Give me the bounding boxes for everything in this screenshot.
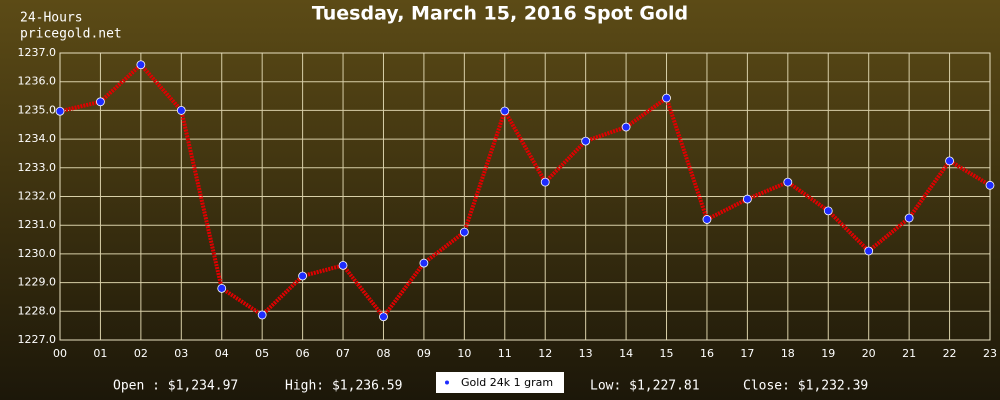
y-tick-label: 1230.0 bbox=[18, 247, 57, 260]
plot bbox=[55, 60, 995, 322]
x-tick-label: 21 bbox=[902, 347, 916, 360]
x-tick-label: 10 bbox=[457, 347, 471, 360]
x-tick-label: 06 bbox=[296, 347, 310, 360]
x-tick-label: 03 bbox=[174, 347, 188, 360]
annotation: Open : $1,234.97 bbox=[113, 379, 238, 394]
point bbox=[823, 206, 833, 216]
y-tick-label: 1231.0 bbox=[18, 218, 57, 231]
point bbox=[581, 136, 591, 146]
point bbox=[298, 271, 308, 281]
point bbox=[864, 246, 874, 256]
x-tick-label: 15 bbox=[660, 347, 674, 360]
point bbox=[621, 122, 631, 132]
point bbox=[379, 312, 388, 322]
line bbox=[59, 61, 992, 321]
grid bbox=[59, 52, 991, 341]
y-tick-label: 1228.0 bbox=[18, 304, 57, 317]
point bbox=[459, 227, 469, 237]
x-tick-label: 13 bbox=[579, 347, 593, 360]
point bbox=[96, 97, 105, 107]
point bbox=[783, 177, 793, 187]
x-tick-label: 12 bbox=[538, 347, 552, 360]
x-tick-label: 08 bbox=[376, 347, 390, 360]
y-tick-label: 1229.0 bbox=[18, 276, 57, 289]
annotation: Close: $1,232.39 bbox=[743, 379, 868, 394]
x-tick-label: 18 bbox=[781, 347, 795, 360]
plot-border bbox=[59, 52, 991, 341]
x-tick-label: 14 bbox=[619, 347, 633, 360]
point bbox=[419, 258, 429, 268]
point bbox=[55, 106, 65, 116]
point bbox=[540, 177, 550, 187]
point bbox=[985, 180, 995, 190]
chart-title: Tuesday, March 15, 2016 Spot Gold bbox=[312, 3, 688, 25]
x-tick-label: 02 bbox=[134, 347, 148, 360]
x-tick-label: 01 bbox=[93, 347, 107, 360]
x-tick-label: 00 bbox=[53, 347, 67, 360]
point bbox=[904, 213, 914, 223]
x-tick-label: 19 bbox=[821, 347, 835, 360]
y-tick-label: 1234.0 bbox=[18, 132, 57, 145]
subtitle: 24-Hours bbox=[20, 11, 83, 26]
x-tick-label: 05 bbox=[255, 347, 269, 360]
point bbox=[136, 60, 146, 70]
legend-box bbox=[436, 372, 564, 393]
legend-label: Gold 24k 1 gram bbox=[461, 376, 553, 389]
point bbox=[217, 283, 227, 293]
annotation: High: $1,236.59 bbox=[285, 379, 402, 394]
x-tick-label: 17 bbox=[740, 347, 754, 360]
x-tick-label: 04 bbox=[215, 347, 229, 360]
point bbox=[945, 156, 954, 166]
x-tick-label: 16 bbox=[700, 347, 714, 360]
y-tick-label: 1227.0 bbox=[18, 333, 57, 346]
y-tick-label: 1235.0 bbox=[18, 103, 57, 116]
annotation: Low: $1,227.81 bbox=[590, 379, 700, 394]
point bbox=[176, 106, 186, 115]
point bbox=[500, 106, 510, 116]
legend: Gold 24k 1 gram bbox=[436, 372, 564, 393]
point bbox=[662, 93, 671, 103]
point bbox=[742, 194, 752, 204]
x-tick-label: 07 bbox=[336, 347, 350, 360]
y-tick-label: 1236.0 bbox=[18, 75, 57, 88]
legend-marker bbox=[445, 380, 449, 385]
x-tick-label: 23 bbox=[983, 347, 997, 360]
x-tick-label: 20 bbox=[862, 347, 876, 360]
point bbox=[338, 260, 348, 270]
point bbox=[702, 215, 712, 224]
y-tick-label: 1233.0 bbox=[18, 161, 57, 174]
x-tick-label: 11 bbox=[498, 347, 512, 360]
x-tick-label: 09 bbox=[417, 347, 431, 360]
y-tick-label: 1232.0 bbox=[18, 190, 57, 203]
subtitle: pricegold.net bbox=[20, 27, 122, 42]
y-tick-label: 1237.0 bbox=[18, 46, 57, 59]
x-tick-label: 22 bbox=[943, 347, 957, 360]
point bbox=[257, 310, 267, 320]
